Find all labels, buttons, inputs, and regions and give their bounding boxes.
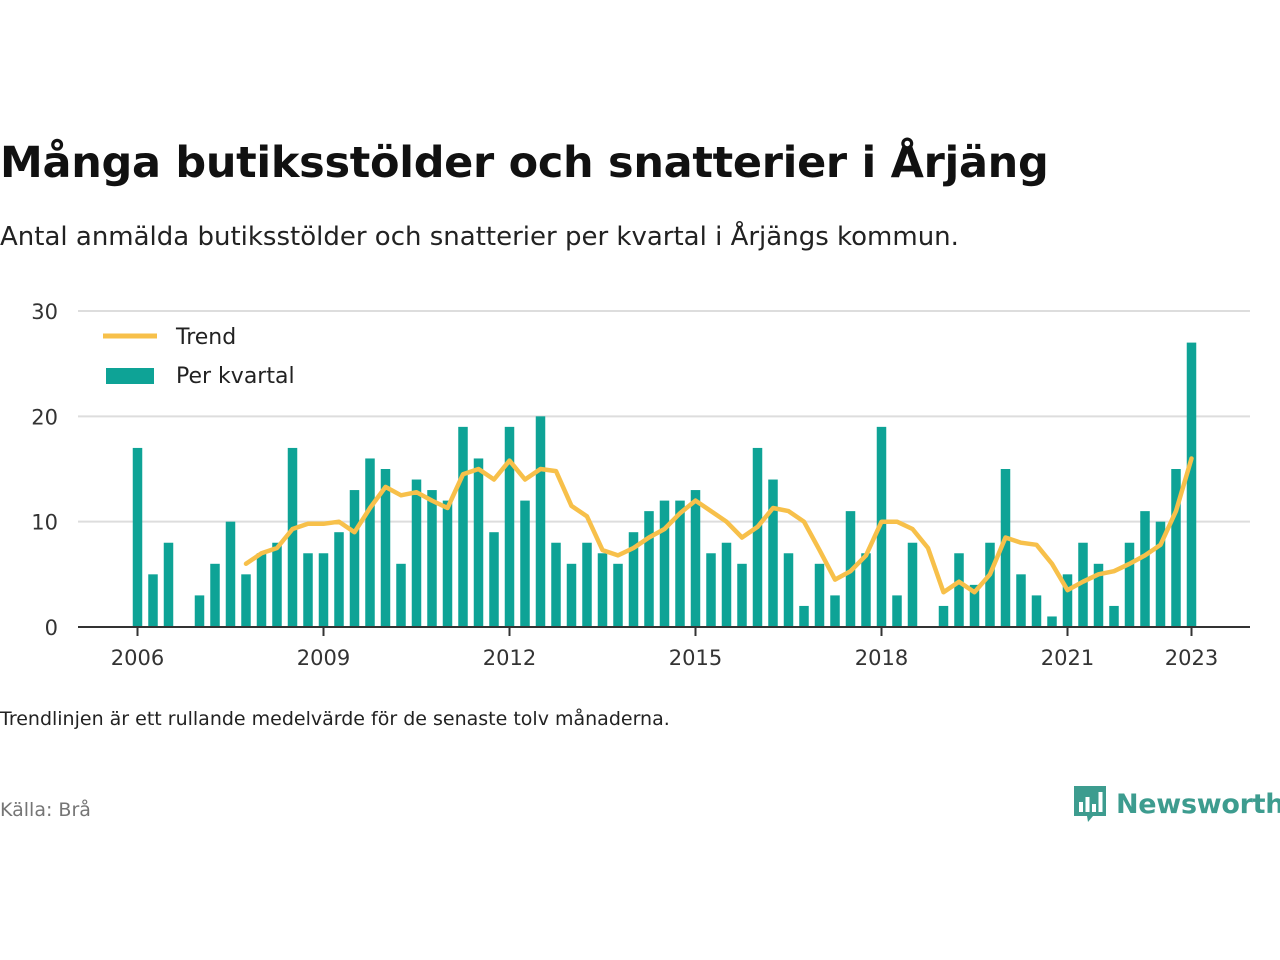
bar [721,542,732,627]
bar [1109,605,1119,627]
brand-name: Newsworthy [1116,788,1280,820]
y-tick-label: 20 [31,405,58,429]
bar [752,447,763,627]
bar [520,500,530,627]
bar [1186,342,1197,627]
x-tick-label: 2021 [1041,646,1094,670]
bar [566,563,577,627]
bar [830,595,840,627]
bar [613,563,623,627]
bar [690,490,701,627]
bar [504,426,515,627]
bar [1078,542,1088,627]
bar [272,542,282,627]
y-tick-label: 10 [31,511,58,535]
chart-subtitle: Antal anmälda butiksstölder och snatteri… [0,222,959,252]
bar [814,563,825,627]
bars [132,342,1197,627]
y-tick-label: 0 [45,616,58,640]
bar [396,563,406,627]
bar [1140,511,1150,627]
axes: 0 10 20 30 2006 2009 2012 2015 2018 2021 2023 [31,300,1250,670]
x-tick-label: 2006 [111,646,164,670]
x-tick-label: 2018 [855,646,908,670]
chart: 0 10 20 30 2006 2009 2012 2015 2018 2021 2023 Tren… [31,300,1250,670]
legend-label-trend: Trend [175,325,236,350]
x-tick-label: 2009 [297,646,350,670]
x-tick-label: 2023 [1165,646,1218,670]
bar [303,553,313,627]
brand-logo: Newsworthy [1072,784,1280,824]
bar [737,563,747,627]
bar-chart-speech-bubble-icon [1074,786,1106,822]
footnote: Trendlinjen är ett rullande medelvärde f… [0,708,670,730]
y-tick-label: 30 [31,300,58,324]
bar [241,574,251,627]
bar [411,479,422,627]
chart-title: Många butiksstölder och snatterier i Årj… [0,138,1049,188]
trend-line-layer [243,456,1194,595]
grid-lines [78,310,1250,523]
bar [1062,574,1073,627]
bar [1124,542,1135,627]
bar [938,605,949,627]
bar [318,553,329,627]
bar [1000,469,1011,627]
bar [210,563,220,627]
bar [706,553,716,627]
bar [892,595,902,627]
bar [675,500,685,627]
x-tick-label: 2015 [669,646,722,670]
bar [194,595,205,627]
bar [985,542,995,627]
legend-swatch-per-kvartal [106,368,154,384]
bar [551,542,561,627]
bar [783,553,794,627]
bar [1016,574,1026,627]
bar [132,447,143,627]
bar [597,553,608,627]
bar [1093,563,1104,627]
bar [148,574,158,627]
x-tick-label: 2012 [483,646,536,670]
bar [799,605,809,627]
bar [163,542,174,627]
bar [225,521,236,627]
bar [334,532,344,627]
bar [659,500,670,627]
bar [907,542,918,627]
bar [442,500,453,627]
bar [256,553,267,627]
bar [628,532,639,627]
bar [861,553,871,627]
bar [1155,521,1166,627]
bar [1047,616,1057,627]
legend-label-per-kvartal: Per kvartal [176,364,295,389]
bar [473,458,484,627]
bar [535,416,546,627]
bar [954,553,964,627]
source-label: Källa: Brå [0,799,91,821]
bar [768,479,778,627]
bar [582,542,592,627]
bar [1171,469,1181,627]
bar [458,426,468,627]
bar [1031,595,1042,627]
bar [644,511,654,627]
bar [969,584,980,627]
bar [489,532,499,627]
legend: Trend Per kvartal [103,325,295,389]
bar [427,490,437,627]
bar [287,447,298,627]
bar [380,469,391,627]
bar [349,490,360,627]
trend-line [243,456,1194,595]
bar [365,458,375,627]
